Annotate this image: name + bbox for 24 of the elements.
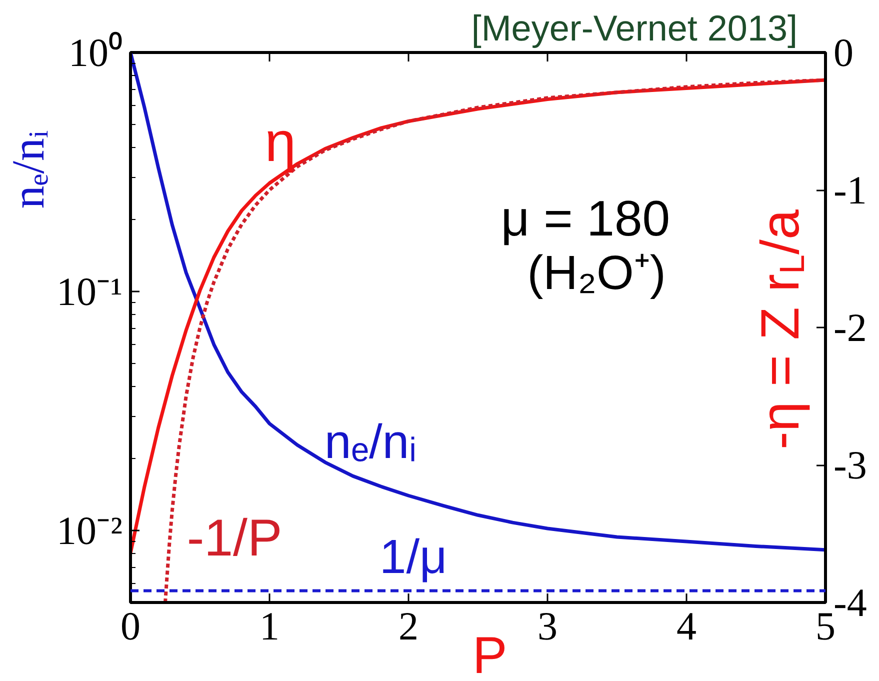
x-tick-label: 0 [120,604,140,648]
y2-axis-title: -η = Z rL/a [750,208,812,450]
y2-tick-label: -1 [834,168,867,212]
x-tick-label: 4 [676,604,696,648]
annotation: μ = 180 [500,190,670,246]
y-axis-title: nₑ/nᵢ [2,130,54,209]
y-tick-label: 10⁻² [56,508,123,554]
x-tick-label: 3 [538,604,558,648]
y2-tick-label: -2 [834,305,867,350]
x-tick-label: 5 [816,604,836,648]
y-tick-label: 10⁻¹ [56,269,123,314]
ref-line-label: 1/μ [380,531,448,584]
x-axis-title: P [472,627,508,681]
series-label: nₑ/nᵢ [324,416,417,469]
y2-tick-label: 0 [834,30,854,75]
series-label: η [264,110,296,173]
text: [Meyer-Vernet 2013] [471,8,798,48]
y-tick-label: 10⁰ [68,30,122,75]
annotation: (H₂O⁺) [527,247,666,300]
y2-tick-label: -3 [834,442,867,488]
y2-tick-label: -4 [834,580,867,625]
x-tick-label: 2 [398,604,418,648]
series-label: -1/P [186,510,282,568]
x-tick-label: 1 [260,604,280,648]
